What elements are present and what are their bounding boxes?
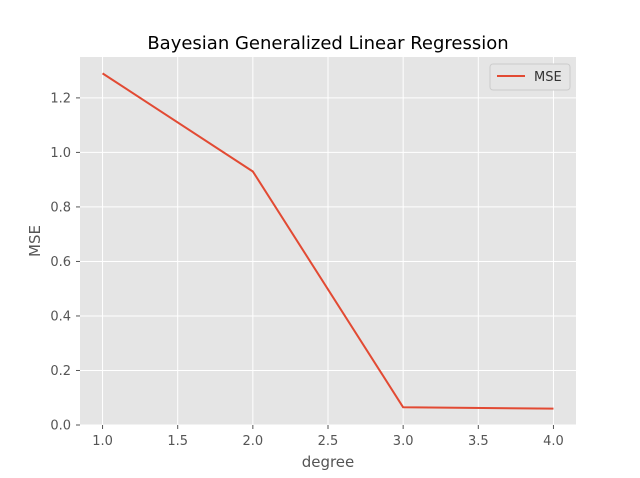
y-tick-label: 0.8 <box>50 200 71 215</box>
legend-box <box>489 63 571 91</box>
x-tick-label: 3.0 <box>393 434 414 449</box>
y-tick-labels: 0.0 0.2 0.4 0.6 0.8 1.0 1.2 <box>50 91 80 434</box>
legend: MSE <box>489 63 571 91</box>
x-tick-label: 3.5 <box>468 434 489 449</box>
x-tick-label: 4.0 <box>543 434 564 449</box>
series-line-mse <box>101 72 554 410</box>
series-layer <box>101 72 554 410</box>
y-tick-label: 0.2 <box>50 364 71 379</box>
x-tick-label: 2.5 <box>318 434 339 449</box>
x-tick-labels: 1.0 1.5 2.0 2.5 3.0 3.5 4.0 <box>92 425 564 449</box>
y-axis-label: MSE <box>26 225 44 257</box>
chart-title: Bayesian Generalized Linear Regression <box>147 33 508 54</box>
legend-label: MSE <box>534 70 562 85</box>
y-tick-label: 1.0 <box>50 146 71 161</box>
y-tick-label: 0.0 <box>50 419 71 434</box>
x-tick-label: 1.5 <box>167 434 188 449</box>
y-tick-label: 1.2 <box>50 91 71 106</box>
x-tick-label: 1.0 <box>92 434 113 449</box>
x-tick-label: 2.0 <box>243 434 264 449</box>
grid <box>80 57 576 426</box>
y-tick-label: 0.6 <box>50 255 71 270</box>
x-axis-label: degree <box>302 453 355 471</box>
y-tick-label: 0.4 <box>50 309 71 324</box>
